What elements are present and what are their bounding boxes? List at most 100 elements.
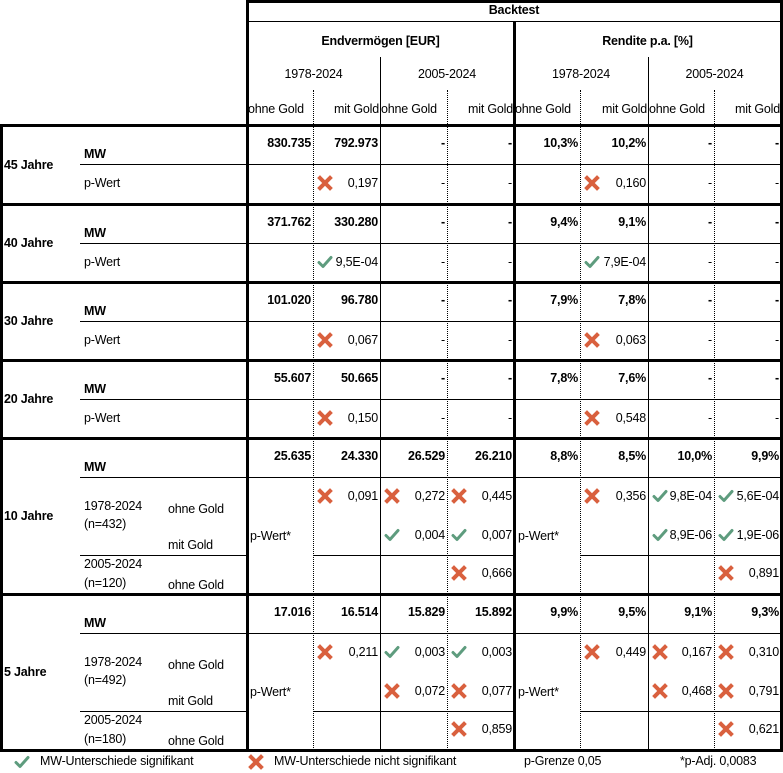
cross-icon (317, 332, 333, 348)
p-value: 0,072 (414, 684, 445, 698)
sample-size-label: (n=432) (84, 517, 127, 531)
check-icon (652, 488, 668, 504)
row-divider (80, 711, 247, 712)
check-icon (384, 644, 400, 660)
mw-value: - (441, 136, 445, 150)
row-divider (80, 164, 783, 165)
mw-value: 16.514 (340, 605, 378, 619)
period-label: 1978-2024 (552, 67, 610, 81)
dash-value: - (708, 255, 712, 269)
section-label: 5 Jahre (4, 665, 47, 679)
legend-not-significant: MW-Unterschiede nicht signifikant (274, 754, 457, 768)
section-label: 10 Jahre (4, 509, 54, 523)
mw-value: 7,9% (550, 293, 578, 307)
column-divider (313, 90, 314, 750)
mw-value: 10,0% (677, 449, 713, 463)
mw-value: 10,3% (543, 136, 579, 150)
p-value: 9,5E-04 (335, 255, 379, 269)
mw-value: - (708, 293, 712, 307)
p-wert-label: p-Wert (84, 333, 121, 347)
column-divider (246, 0, 249, 750)
gold-row-label: ohne Gold (168, 578, 224, 592)
section-label: 40 Jahre (4, 236, 54, 250)
mw-value: 8,5% (618, 449, 646, 463)
section-label: 30 Jahre (4, 314, 54, 328)
dash-value: - (775, 176, 779, 190)
mw-value: 7,6% (618, 371, 646, 385)
p-value: 0,150 (347, 411, 378, 425)
section-label: 45 Jahre (4, 157, 54, 172)
mw-value: - (708, 215, 712, 229)
mw-value: - (441, 371, 445, 385)
p-value: 0,356 (615, 489, 646, 503)
mw-value: 101.020 (267, 293, 311, 307)
row-divider (0, 593, 783, 596)
group-endvermoegen: Endvermögen [EUR] (321, 34, 440, 48)
p-value: 0,160 (615, 176, 646, 190)
dash-value: - (708, 333, 712, 347)
check-icon (451, 527, 467, 543)
row-divider (580, 555, 781, 556)
mw-value: 9,9% (751, 449, 779, 463)
cross-icon (718, 683, 734, 699)
mw-value: - (775, 371, 779, 385)
period-label: 1978-2024 (284, 67, 343, 81)
header-title: Backtest (488, 3, 540, 17)
row-divider (0, 281, 783, 284)
cross-icon (652, 683, 668, 699)
mw-value: 371.762 (267, 215, 311, 229)
check-icon (718, 488, 734, 504)
column-divider (648, 57, 649, 750)
column-subheader: ohne Gold (515, 102, 571, 116)
p-value: 0,621 (748, 722, 779, 736)
p-value: 0,211 (348, 645, 379, 659)
row-divider (0, 437, 783, 440)
mw-value: - (775, 293, 779, 307)
p-value: 0,548 (615, 411, 646, 425)
dash-value: - (508, 176, 512, 190)
p-value: 0,077 (481, 684, 512, 698)
cross-icon (584, 175, 600, 191)
mw-value: - (775, 215, 779, 229)
period-row-label: 1978-2024 (84, 499, 142, 513)
p-wert-adj-label: p-Wert* (250, 685, 291, 699)
dash-value: - (508, 333, 512, 347)
row-divider (80, 633, 783, 634)
dash-value: - (775, 411, 779, 425)
row-divider (80, 243, 783, 244)
dash-value: - (708, 176, 712, 190)
cross-icon (451, 721, 467, 737)
sample-size-label: (n=180) (84, 732, 127, 746)
cross-icon (451, 683, 467, 699)
column-divider (714, 90, 715, 750)
row-divider (0, 359, 783, 362)
mw-value: 55.607 (273, 371, 311, 385)
dash-value: - (441, 255, 445, 269)
cross-icon (718, 565, 734, 581)
dash-value: - (508, 411, 512, 425)
cross-icon (384, 488, 400, 504)
p-value: 0,859 (481, 722, 512, 736)
mw-value: - (441, 293, 445, 307)
row-divider (0, 124, 783, 127)
period-label: 2005-2024 (418, 67, 476, 81)
cross-icon (451, 565, 467, 581)
row-divider (80, 477, 783, 478)
p-value: 0,167 (681, 645, 712, 659)
mw-value: 792.973 (334, 136, 378, 150)
p-value: 8,9E-06 (669, 528, 713, 542)
mw-value: - (508, 293, 512, 307)
cross-icon (317, 410, 333, 426)
dash-value: - (441, 333, 445, 347)
section-label: 20 Jahre (4, 392, 54, 406)
gold-row-label: ohne Gold (168, 502, 224, 516)
mw-value: 26.529 (407, 449, 445, 463)
cross-icon (584, 332, 600, 348)
dash-value: - (441, 411, 445, 425)
mw-value: 830.735 (267, 136, 311, 150)
check-icon (451, 644, 467, 660)
row-divider (80, 555, 247, 556)
p-value: 1,9E-06 (736, 528, 780, 542)
column-divider (580, 90, 581, 750)
cross-icon (384, 683, 400, 699)
